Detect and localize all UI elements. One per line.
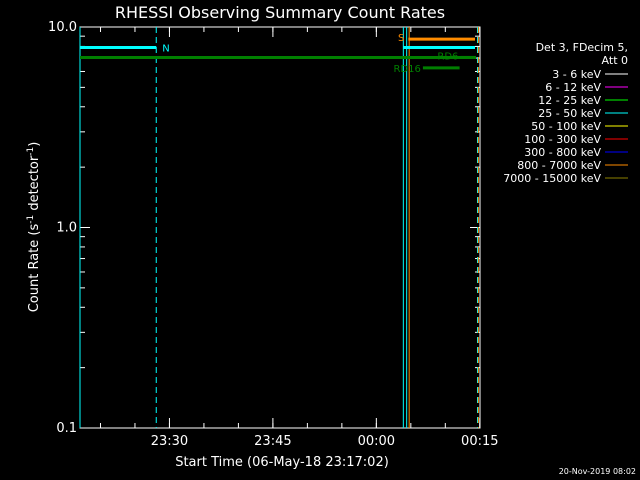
flag-bars: N S RD6 RD16 [80,33,476,75]
legend-header-1: Det 3, FDecim 5, [536,41,628,54]
x-tick-label: 00:15 [461,434,498,449]
flag-label: RD6 [437,51,458,62]
y-tick-label: 0.1 [56,421,77,436]
x-tick-label: 00:00 [358,434,395,449]
x-tick-label: 23:45 [254,434,291,449]
legend-label: 50 - 100 keV [531,120,601,133]
legend-label: 7000 - 15000 keV [503,172,601,185]
x-axis-label: Start Time (06-May-18 23:17:02) [175,455,389,470]
flag-label: N [162,44,169,55]
legend-label: 25 - 50 keV [538,107,601,120]
legend-label: 100 - 300 keV [524,133,601,146]
y-tick-label: 1.0 [56,221,77,236]
vertical-marker-lines [79,27,479,428]
y-axis-ticks: 10.0 1.0 0.1 [48,20,480,436]
x-axis-ticks: 23:30 23:45 00:00 00:15 [99,27,499,449]
legend-label: 300 - 800 keV [524,146,601,159]
legend-label: 3 - 6 keV [552,68,601,81]
legend-label: 800 - 7000 keV [517,159,601,172]
flag-label: S [398,33,404,44]
y-axis-label: Count Rate (s-1 detector-1) [26,142,42,313]
legend-label: 12 - 25 keV [538,94,601,107]
flag-label: RD16 [394,64,421,75]
timestamp: 20-Nov-2019 08:02 [559,467,636,476]
chart-title: RHESSI Observing Summary Count Rates [115,3,445,22]
y-tick-label: 10.0 [48,20,77,35]
legend-header-2: Att 0 [602,54,628,67]
x-tick-label: 23:30 [151,434,188,449]
legend-label: 6 - 12 keV [545,81,601,94]
